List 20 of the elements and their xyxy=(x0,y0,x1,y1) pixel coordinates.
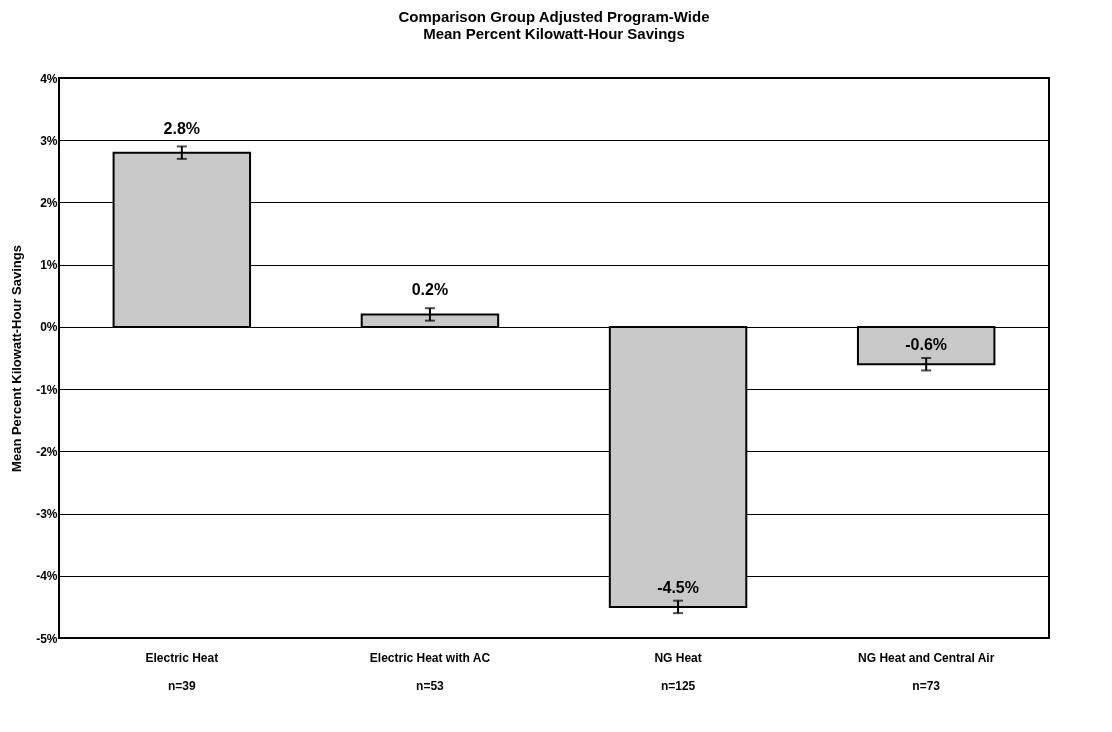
y-tick-label: -5% xyxy=(36,631,58,646)
data-label: 2.8% xyxy=(163,119,201,137)
x-tick-label: Electric Heat n=39 xyxy=(145,650,219,693)
y-tick-label: 3% xyxy=(40,133,58,148)
y-axis-title: Mean Percent Kilowatt-Hour Savings xyxy=(9,245,25,472)
y-tick-label: 0% xyxy=(40,320,58,335)
y-tick-label: -1% xyxy=(36,382,58,397)
data-label: -0.6% xyxy=(905,336,948,354)
data-label: -4.5% xyxy=(657,578,699,596)
data-label: 0.2% xyxy=(411,281,449,299)
y-tick-label: -3% xyxy=(36,507,58,522)
y-tick-label: 1% xyxy=(40,258,58,273)
x-tick-label: NG Heat n=125 xyxy=(654,650,702,693)
chart-title: Comparison Group Adjusted Program-Wide Mean Percent Kilowatt-Hour Savings xyxy=(398,8,710,42)
y-tick-label: -4% xyxy=(36,569,58,584)
y-tick-label: -2% xyxy=(36,444,58,459)
x-tick-label: NG Heat and Central Air n=73 xyxy=(858,650,995,693)
y-tick-label: 4% xyxy=(40,71,58,86)
y-tick-label: 2% xyxy=(40,195,58,210)
x-tick-label: Electric Heat with AC n=53 xyxy=(369,650,491,693)
